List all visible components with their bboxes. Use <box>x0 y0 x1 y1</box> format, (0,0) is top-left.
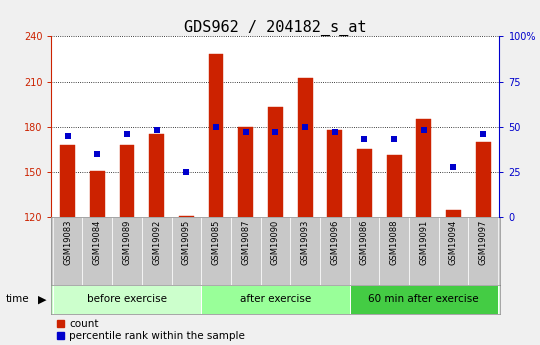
Text: time: time <box>5 294 29 304</box>
Point <box>390 137 399 142</box>
Text: GSM19088: GSM19088 <box>390 219 399 265</box>
Text: GSM19096: GSM19096 <box>330 219 339 265</box>
Bar <box>238 127 253 217</box>
Bar <box>261 217 290 285</box>
Point <box>63 133 72 139</box>
Text: 60 min after exercise: 60 min after exercise <box>368 294 479 304</box>
Bar <box>60 145 75 217</box>
Text: GSM19093: GSM19093 <box>301 219 309 265</box>
Text: GSM19089: GSM19089 <box>123 219 131 265</box>
Bar <box>387 156 402 217</box>
Bar <box>208 54 224 217</box>
Bar <box>142 217 172 285</box>
Point <box>479 131 488 137</box>
Text: before exercise: before exercise <box>87 294 167 304</box>
Text: GSM19090: GSM19090 <box>271 219 280 265</box>
Text: GSM19083: GSM19083 <box>63 219 72 265</box>
Bar <box>416 119 431 217</box>
Bar <box>349 217 379 285</box>
Text: GSM19086: GSM19086 <box>360 219 369 265</box>
Bar <box>476 142 491 217</box>
Bar <box>179 216 194 217</box>
Bar <box>379 217 409 285</box>
Legend: count, percentile rank within the sample: count, percentile rank within the sample <box>57 319 245 341</box>
Point <box>152 128 161 133</box>
Bar <box>201 217 231 285</box>
Text: ▶: ▶ <box>38 294 46 304</box>
Text: GSM19094: GSM19094 <box>449 219 458 265</box>
Point <box>271 129 280 135</box>
Point <box>301 124 309 129</box>
Bar <box>290 217 320 285</box>
Bar <box>446 210 461 217</box>
Bar <box>468 217 498 285</box>
Bar <box>53 285 201 314</box>
Bar <box>231 217 261 285</box>
Bar <box>112 217 142 285</box>
Bar <box>83 217 112 285</box>
Bar <box>201 285 349 314</box>
Text: GSM19091: GSM19091 <box>420 219 428 265</box>
Title: GDS962 / 204182_s_at: GDS962 / 204182_s_at <box>184 20 367 36</box>
Bar <box>438 217 468 285</box>
Point <box>330 129 339 135</box>
Point <box>360 137 369 142</box>
Text: GSM19084: GSM19084 <box>93 219 102 265</box>
Bar <box>119 145 134 217</box>
Text: GSM19087: GSM19087 <box>241 219 250 265</box>
Bar <box>320 217 349 285</box>
Bar <box>172 217 201 285</box>
Text: GSM19092: GSM19092 <box>152 219 161 265</box>
Point <box>182 169 191 175</box>
Text: GSM19085: GSM19085 <box>212 219 220 265</box>
Text: after exercise: after exercise <box>240 294 311 304</box>
Point <box>449 164 458 169</box>
Bar <box>149 134 164 217</box>
Bar <box>268 107 283 217</box>
Bar <box>298 78 313 217</box>
Bar <box>90 170 105 217</box>
Point <box>93 151 102 157</box>
Text: GSM19095: GSM19095 <box>182 219 191 265</box>
Bar <box>409 217 438 285</box>
Bar <box>327 130 342 217</box>
Bar <box>53 217 83 285</box>
Point <box>212 124 220 129</box>
Text: GSM19097: GSM19097 <box>478 219 488 265</box>
Point <box>123 131 131 137</box>
Bar <box>357 149 372 217</box>
Bar <box>349 285 498 314</box>
Point <box>420 128 428 133</box>
Point <box>241 129 250 135</box>
